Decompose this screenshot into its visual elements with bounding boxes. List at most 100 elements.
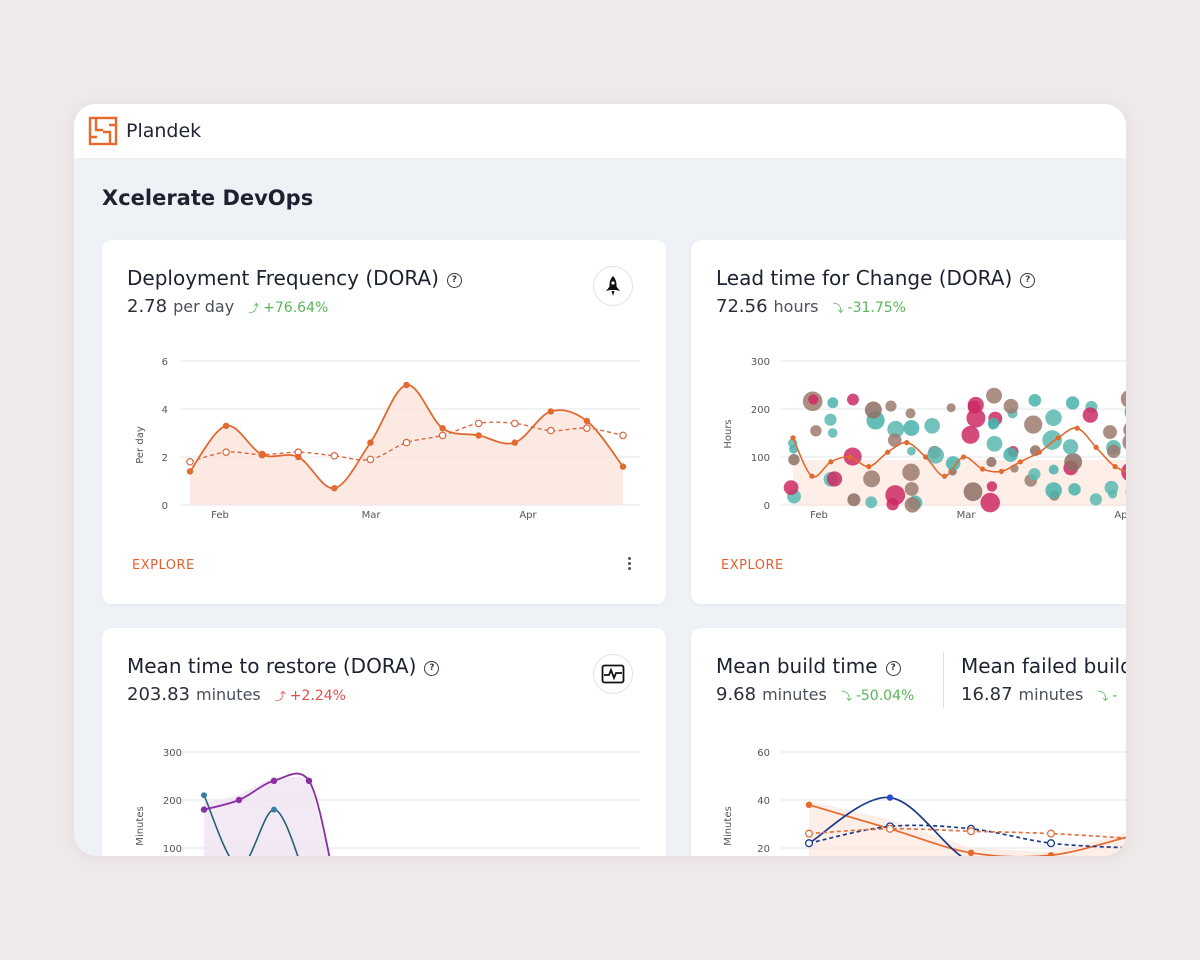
scatter-point[interactable] [904, 497, 921, 513]
pulse-icon-button[interactable] [593, 654, 633, 694]
scatter-point[interactable] [1103, 425, 1117, 439]
scatter-point[interactable] [903, 420, 920, 436]
data-point[interactable] [403, 381, 410, 389]
scatter-point[interactable] [826, 471, 843, 487]
data-point[interactable] [201, 792, 207, 799]
scatter-point[interactable] [788, 453, 800, 466]
scatter-point[interactable] [824, 413, 837, 426]
scatter-point[interactable] [980, 492, 1000, 513]
data-point[interactable] [547, 408, 555, 415]
help-icon[interactable]: ? [446, 273, 462, 288]
scatter-point[interactable] [1108, 489, 1118, 499]
scatter-point[interactable] [1045, 482, 1062, 499]
trend-point[interactable] [366, 455, 375, 464]
scatter-point[interactable] [847, 393, 859, 406]
data-point[interactable] [258, 451, 266, 458]
scatter-point[interactable] [987, 417, 1000, 430]
help-icon[interactable]: ? [1020, 273, 1036, 288]
scatter-point[interactable] [1042, 430, 1062, 450]
scatter-point[interactable] [1024, 415, 1043, 434]
scatter-point[interactable] [986, 387, 1003, 404]
scatter-point[interactable] [1121, 462, 1126, 481]
trend-point[interactable] [619, 431, 627, 440]
data-point[interactable] [305, 777, 313, 784]
data-point[interactable] [475, 432, 482, 439]
scatter-point[interactable] [885, 400, 897, 412]
scatter-point[interactable] [864, 401, 882, 419]
data-point[interactable] [511, 439, 518, 446]
data-point[interactable] [1046, 829, 1056, 838]
scatter-point[interactable] [924, 418, 940, 434]
trend-point[interactable] [330, 452, 339, 460]
data-point[interactable] [1047, 852, 1055, 856]
data-point[interactable] [966, 827, 976, 836]
scatter-point[interactable] [1124, 402, 1126, 422]
scatter-point[interactable] [945, 456, 961, 471]
scatter-point[interactable] [808, 394, 819, 405]
scatter-point[interactable] [847, 493, 861, 507]
scatter-point[interactable] [865, 496, 878, 509]
trend-point[interactable] [583, 424, 591, 433]
scatter-point[interactable] [810, 425, 822, 437]
rocket-icon-button[interactable] [593, 266, 633, 306]
scatter-point[interactable] [1048, 464, 1059, 475]
scatter-point[interactable] [887, 420, 905, 438]
scatter-point[interactable] [1122, 433, 1126, 452]
data-point[interactable] [367, 439, 374, 446]
scatter-point[interactable] [885, 485, 906, 506]
more-options-icon[interactable] [628, 557, 632, 573]
scatter-point[interactable] [1082, 407, 1099, 423]
data-point[interactable] [222, 422, 230, 429]
scatter-point[interactable] [1068, 483, 1081, 496]
data-point[interactable] [885, 824, 895, 833]
help-icon[interactable]: ? [424, 661, 440, 676]
scatter-point[interactable] [887, 433, 902, 447]
scatter-point[interactable] [1106, 444, 1121, 458]
scatter-point[interactable] [783, 480, 799, 495]
scatter-point[interactable] [1003, 447, 1018, 462]
data-point[interactable] [1046, 839, 1056, 848]
data-point[interactable] [967, 849, 975, 856]
data-point[interactable] [186, 468, 194, 475]
trend-point[interactable] [438, 431, 447, 440]
scatter-point[interactable] [1028, 394, 1042, 407]
scatter-point[interactable] [1065, 396, 1080, 410]
scatter-point[interactable] [946, 403, 956, 413]
scatter-point[interactable] [963, 482, 983, 502]
scatter-point[interactable] [986, 481, 998, 492]
scatter-point[interactable] [1028, 468, 1041, 481]
scatter-point[interactable] [986, 435, 1003, 452]
scatter-point[interactable] [904, 481, 919, 496]
scatter-point[interactable] [1062, 439, 1079, 455]
data-point[interactable] [583, 417, 591, 425]
data-point[interactable] [805, 801, 813, 808]
plandek-logo-icon[interactable] [88, 116, 118, 146]
scatter-point[interactable] [902, 463, 920, 482]
data-point[interactable] [271, 806, 277, 813]
scatter-point[interactable] [1045, 409, 1062, 427]
trend-point[interactable] [547, 426, 555, 435]
scatter-point[interactable] [927, 446, 945, 464]
explore-link[interactable]: EXPLORE [721, 558, 784, 573]
scatter-point[interactable] [1064, 452, 1083, 471]
data-point[interactable] [295, 453, 302, 461]
trend-point[interactable] [222, 448, 230, 457]
scatter-point[interactable] [863, 470, 881, 488]
scatter-point[interactable] [986, 456, 997, 468]
scatter-point[interactable] [966, 408, 986, 428]
scatter-point[interactable] [1003, 398, 1019, 414]
scatter-point[interactable] [827, 428, 838, 438]
data-point[interactable] [804, 829, 814, 838]
data-point[interactable] [804, 839, 814, 848]
data-point[interactable] [331, 485, 338, 492]
trend-point[interactable] [510, 419, 519, 428]
data-point[interactable] [619, 463, 627, 470]
data-point[interactable] [200, 806, 208, 813]
brand-name[interactable]: Plandek [126, 120, 202, 142]
scatter-point[interactable] [789, 444, 799, 454]
data-point[interactable] [235, 796, 243, 804]
scatter-point[interactable] [1120, 390, 1126, 408]
data-point[interactable] [270, 777, 278, 784]
data-point[interactable] [439, 425, 446, 432]
trend-point[interactable] [186, 458, 194, 466]
